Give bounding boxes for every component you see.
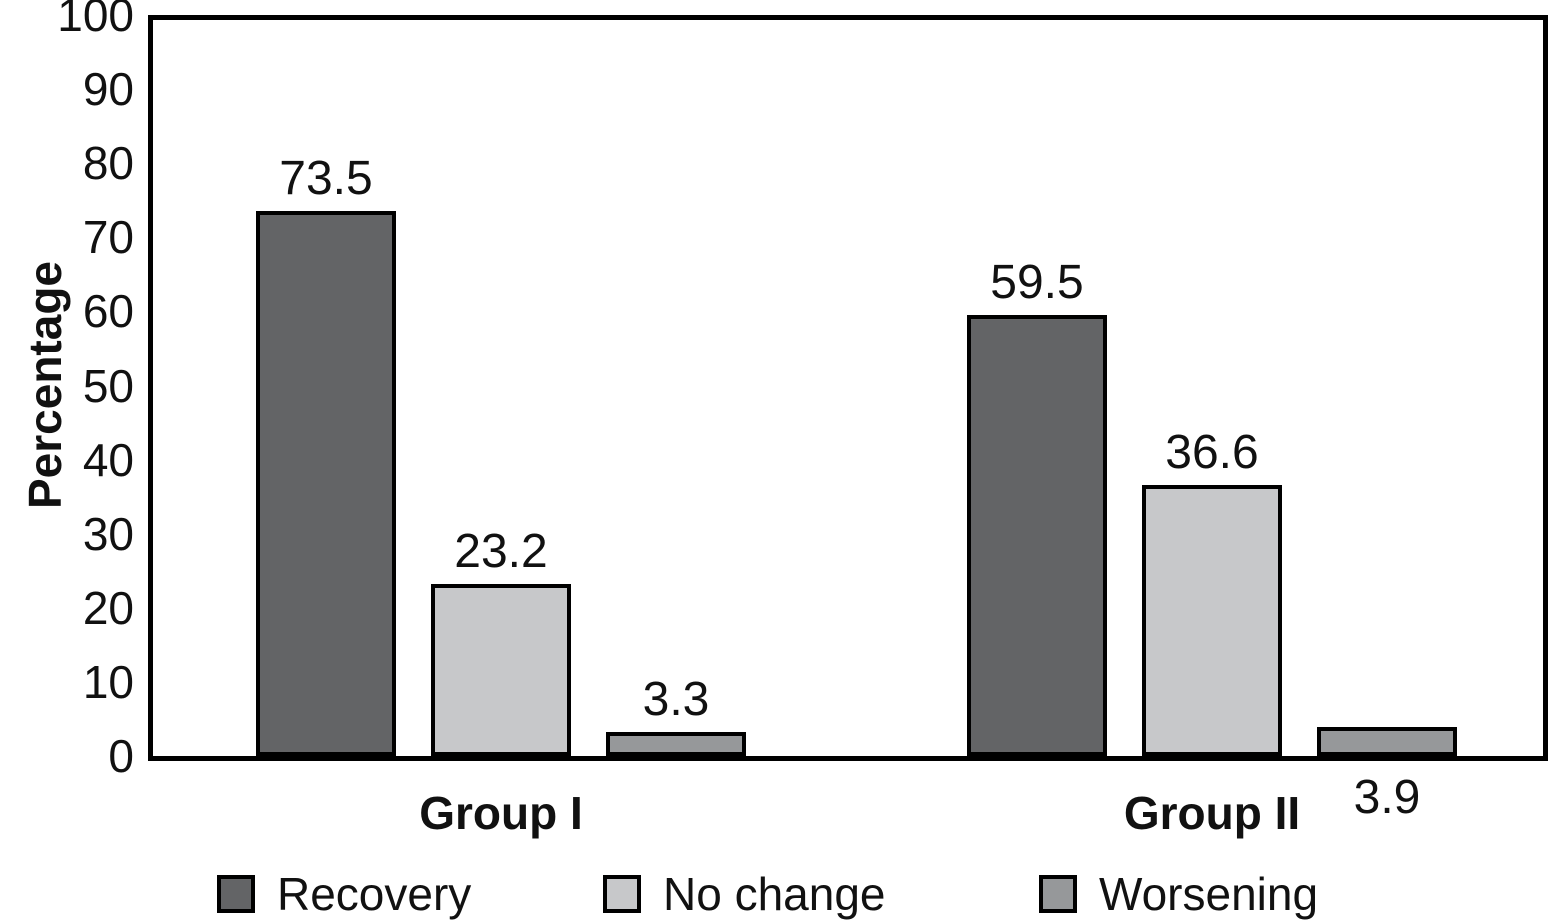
y-tick-label-80: 80 (82, 137, 134, 190)
y-tick-label-20: 20 (82, 581, 134, 634)
y-tick-label-100: 100 (57, 0, 134, 41)
y-tick-label-0: 0 (108, 730, 134, 782)
value-label-worsening-group-ii: 3.9 (1353, 771, 1421, 824)
legend-item-no-change: No change (603, 869, 886, 919)
legend-item-recovery: Recovery (217, 869, 471, 919)
y-tick-label-10: 10 (82, 655, 134, 708)
legend-label-recovery: Recovery (277, 868, 472, 920)
legend-label-no-change: No change (663, 868, 886, 920)
category-label-group-ii: Group II (1123, 787, 1301, 839)
value-label-recovery-group-i: 73.5 (279, 152, 373, 205)
bar-recovery-group-ii (967, 315, 1107, 756)
value-label-recovery-group-ii: 59.5 (990, 256, 1084, 309)
bar-worsening-group-ii (1317, 727, 1457, 756)
value-label-no-change-group-ii: 36.6 (1165, 426, 1259, 479)
legend-item-worsening: Worsening (1039, 869, 1318, 919)
legend-swatch-no-change (603, 875, 641, 913)
category-label-group-i: Group I (419, 787, 583, 839)
value-label-no-change-group-i: 23.2 (454, 525, 548, 578)
bar-worsening-group-i (606, 732, 746, 756)
bar-no-change-group-i (431, 584, 571, 756)
y-tick-label-50: 50 (82, 359, 134, 412)
legend-swatch-worsening (1039, 875, 1077, 913)
value-label-worsening-group-i: 3.3 (642, 673, 710, 726)
y-tick-label-30: 30 (82, 507, 134, 560)
y-tick-label-40: 40 (82, 433, 134, 486)
y-tick-label-60: 60 (82, 285, 134, 338)
bar-recovery-group-i (256, 211, 396, 756)
legend-swatch-recovery (217, 875, 255, 913)
bar-no-change-group-ii (1142, 485, 1282, 756)
legend-label-worsening: Worsening (1099, 868, 1319, 920)
y-tick-label-90: 90 (82, 63, 134, 116)
y-tick-label-70: 70 (82, 211, 134, 264)
